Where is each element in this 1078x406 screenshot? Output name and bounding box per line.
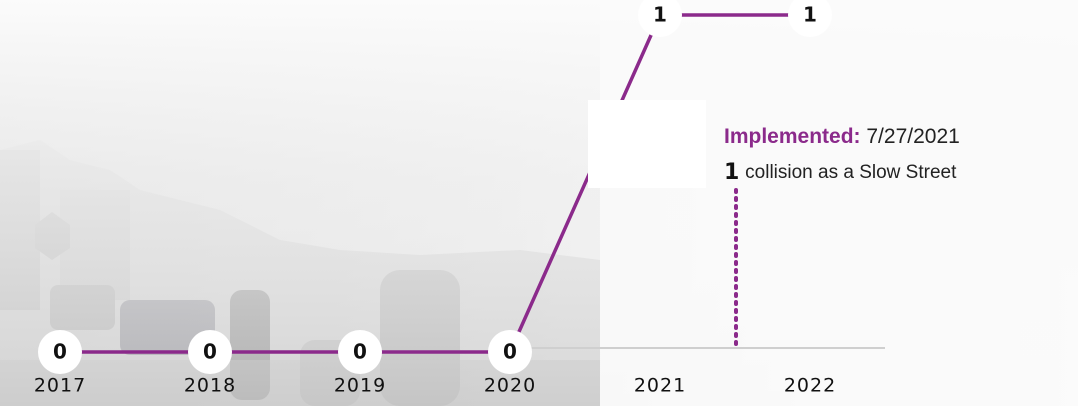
point	[638, 0, 682, 37]
x-tick-label: 2018	[184, 375, 236, 397]
data-label: 0	[503, 340, 517, 364]
point	[788, 0, 832, 37]
annotation-note: 1 collision as a Slow Street	[724, 160, 957, 185]
x-tick-label: 2020	[484, 375, 536, 397]
plot: 0 0 0 0 1 1	[38, 0, 832, 374]
data-label: 0	[203, 340, 217, 364]
data-label: 0	[353, 340, 367, 364]
annotation-count: 1	[724, 160, 739, 185]
series-line	[60, 13, 810, 354]
data-label: 1	[803, 3, 817, 27]
data-label: 0	[53, 340, 67, 364]
annotation-text: collision as a Slow Street	[745, 162, 957, 183]
x-tick-label: 2022	[784, 375, 836, 397]
point	[488, 330, 532, 374]
point	[188, 330, 232, 374]
data-label: 1	[653, 3, 667, 27]
annotation-label: Implemented:	[724, 125, 861, 148]
annotation-date: 7/27/2021	[866, 125, 959, 148]
annotation-title: Implemented: 7/27/2021	[724, 125, 960, 148]
point	[38, 330, 82, 374]
annotation: Implemented: 7/27/2021 1 collision as a …	[588, 100, 960, 347]
point	[338, 330, 382, 374]
x-tick-label: 2017	[34, 375, 86, 397]
x-tick-label: 2021	[634, 375, 686, 397]
x-tick-label: 2019	[334, 375, 386, 397]
annotation-backdrop	[588, 100, 706, 188]
